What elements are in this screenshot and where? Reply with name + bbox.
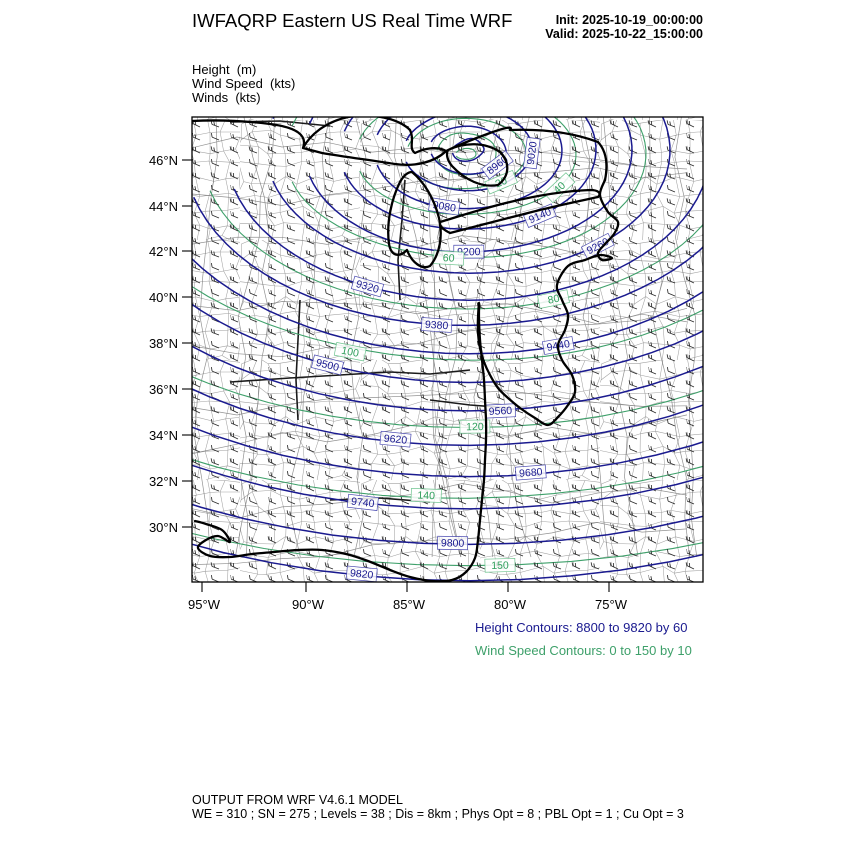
svg-text:9680: 9680: [519, 466, 543, 480]
svg-text:140: 140: [417, 490, 435, 503]
svg-text:9820: 9820: [349, 567, 374, 581]
svg-text:9620: 9620: [383, 433, 408, 447]
svg-text:150: 150: [491, 560, 509, 572]
svg-text:9800: 9800: [441, 537, 465, 549]
svg-text:60: 60: [443, 252, 455, 265]
svg-text:120: 120: [466, 421, 484, 433]
svg-text:9380: 9380: [425, 319, 449, 333]
svg-text:9560: 9560: [488, 405, 512, 418]
